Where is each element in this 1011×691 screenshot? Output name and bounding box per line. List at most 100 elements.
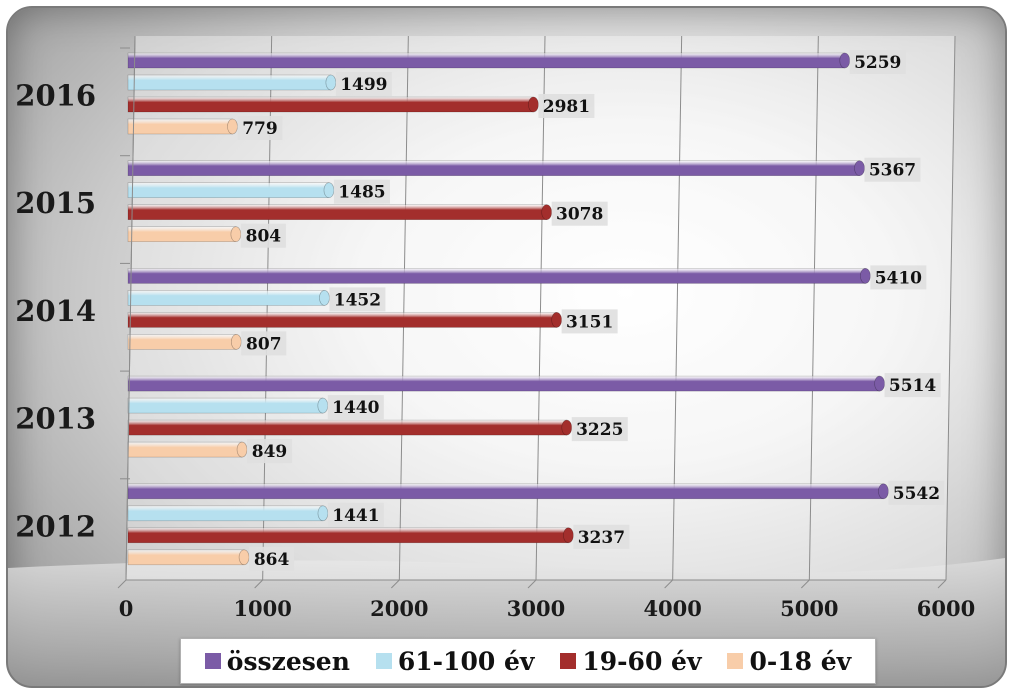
gridline-floor bbox=[800, 579, 810, 589]
bar bbox=[127, 268, 871, 284]
data-label-text: 5410 bbox=[875, 268, 922, 288]
data-label-box bbox=[327, 395, 384, 420]
bar-cap bbox=[839, 52, 851, 69]
data-label: 1499 bbox=[335, 72, 392, 96]
data-label: 804 bbox=[240, 223, 286, 248]
data-label: 5367 bbox=[864, 157, 921, 182]
bar-cap bbox=[238, 549, 250, 566]
data-label: 779 bbox=[237, 116, 283, 140]
data-label: 807 bbox=[241, 331, 287, 356]
data-label-text: 807 bbox=[246, 334, 282, 354]
bar-body bbox=[127, 397, 324, 414]
bar-cap bbox=[528, 96, 539, 113]
gridline-floor bbox=[117, 579, 127, 589]
data-label-box bbox=[884, 373, 941, 398]
x-tick-label: 4000 bbox=[643, 596, 701, 621]
legend-swatch bbox=[375, 653, 392, 669]
gridline-floor bbox=[390, 579, 400, 589]
data-label-text: 3237 bbox=[578, 528, 625, 548]
data-label-text: 3151 bbox=[566, 312, 613, 332]
data-label-text: 1452 bbox=[334, 290, 381, 310]
data-label-box bbox=[247, 439, 293, 464]
data-label-text: 5367 bbox=[869, 161, 916, 181]
data-label-box bbox=[241, 331, 287, 356]
data-label-box bbox=[573, 524, 630, 549]
data-label-box bbox=[571, 417, 628, 442]
category-label: 2016 bbox=[15, 79, 96, 113]
bar-cap bbox=[236, 441, 248, 458]
gridline-floor bbox=[254, 579, 264, 589]
data-label-box bbox=[240, 223, 286, 248]
data-label-text: 5514 bbox=[889, 376, 936, 396]
bar-body bbox=[127, 268, 866, 284]
data-label-text: 1499 bbox=[340, 75, 387, 95]
bar bbox=[127, 290, 330, 306]
data-label: 2981 bbox=[538, 94, 595, 118]
bar-body bbox=[127, 505, 324, 522]
data-label: 3151 bbox=[561, 309, 618, 334]
data-label: 5514 bbox=[884, 373, 941, 398]
data-label: 3078 bbox=[551, 201, 608, 226]
bar bbox=[127, 505, 329, 522]
bar bbox=[127, 397, 329, 414]
bar-body bbox=[127, 549, 245, 566]
data-label-text: 779 bbox=[242, 119, 278, 139]
legend-item: 19-60 év bbox=[560, 647, 701, 676]
gridline-floor bbox=[937, 579, 947, 589]
legend-item: 0-18 év bbox=[727, 647, 851, 676]
bar-body bbox=[127, 334, 237, 350]
bar-cap bbox=[325, 74, 337, 91]
bar-body bbox=[127, 96, 534, 113]
data-label-text: 804 bbox=[246, 227, 282, 247]
x-tick-label: 3000 bbox=[507, 596, 565, 621]
bar-cap bbox=[323, 182, 335, 198]
bar-body bbox=[127, 118, 233, 135]
data-label-text: 5259 bbox=[854, 53, 901, 73]
data-label-text: 864 bbox=[254, 550, 290, 570]
bar bbox=[127, 182, 335, 198]
data-label-text: 3078 bbox=[556, 205, 603, 225]
bar bbox=[127, 52, 851, 69]
legend-label: 0-18 év bbox=[749, 646, 852, 676]
bar-cap bbox=[230, 226, 242, 242]
x-tick-label: 2000 bbox=[370, 596, 428, 621]
category-label: 2013 bbox=[15, 402, 96, 436]
bar-body bbox=[127, 312, 557, 328]
bar-cap bbox=[230, 334, 242, 350]
bar-cap bbox=[551, 312, 562, 328]
bar-chart: 2016 5259 1499 2981 779 2015 5367 1485 3078 804 20… bbox=[8, 35, 1005, 686]
data-label: 1452 bbox=[329, 287, 386, 312]
bar bbox=[127, 419, 573, 436]
data-label: 5410 bbox=[870, 265, 927, 290]
legend-swatch bbox=[204, 653, 221, 669]
bar-cap bbox=[317, 397, 329, 414]
legend-swatch bbox=[560, 653, 577, 669]
data-label: 849 bbox=[247, 439, 293, 464]
x-tick-label: 5000 bbox=[780, 596, 838, 621]
data-label-box bbox=[329, 287, 386, 312]
bar bbox=[127, 527, 574, 544]
data-label-text: 1441 bbox=[332, 506, 379, 526]
data-label-box bbox=[335, 72, 392, 96]
bar bbox=[127, 334, 242, 350]
legend-label: 61-100 év bbox=[397, 646, 535, 676]
data-label-text: 5542 bbox=[893, 484, 940, 504]
bar-cap bbox=[874, 375, 885, 392]
legend-item: összesen bbox=[204, 647, 350, 676]
bar-body bbox=[127, 226, 237, 242]
bar bbox=[127, 118, 238, 135]
bar-body bbox=[127, 419, 568, 436]
bar bbox=[127, 96, 539, 113]
data-label: 3225 bbox=[571, 417, 628, 442]
bar-body bbox=[127, 290, 325, 306]
bar bbox=[127, 74, 337, 91]
y-axis-line bbox=[125, 35, 136, 581]
bar-body bbox=[127, 441, 243, 458]
data-label: 1440 bbox=[327, 395, 384, 420]
data-label-text: 3225 bbox=[576, 420, 623, 440]
data-label-text: 849 bbox=[252, 442, 288, 462]
data-label-box bbox=[551, 201, 608, 226]
bar bbox=[127, 375, 885, 392]
data-label: 1485 bbox=[333, 179, 390, 204]
bar bbox=[127, 226, 242, 242]
